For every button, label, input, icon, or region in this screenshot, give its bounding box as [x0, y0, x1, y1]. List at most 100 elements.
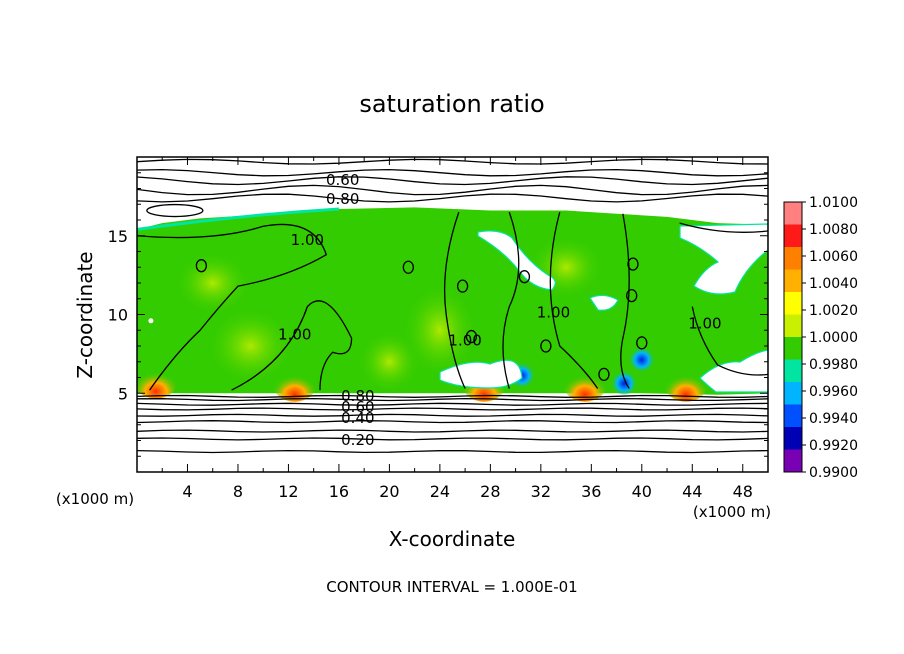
subsaturated-pocket: [679, 223, 768, 295]
contour-label: 0.80: [341, 387, 374, 405]
x-tick-label: 8: [233, 482, 243, 501]
colorbar-label: 1.0020: [809, 303, 858, 319]
contour-line: [626, 288, 638, 303]
colorbar-label: 0.9940: [809, 411, 858, 427]
contour-line: [598, 367, 610, 382]
contour-label: 1.00: [537, 303, 570, 321]
contour-label: 1.00: [291, 231, 324, 249]
contour-labels: 0.600.801.001.00 1.001.001.000.800.600.40…: [278, 171, 722, 449]
contour-label: 0.60: [341, 398, 374, 416]
supersaturation-patch: [402, 283, 478, 378]
contour-line: [137, 193, 768, 203]
contour-line: [627, 257, 639, 271]
contour-line: [137, 394, 768, 398]
x-tick-label: 44: [682, 482, 702, 501]
x-tick-label: 40: [632, 482, 652, 501]
contour-line: [137, 420, 768, 424]
contour-line: [518, 270, 531, 284]
contour-line: [231, 300, 353, 391]
high-ratio-spot: [272, 365, 317, 402]
y-axis-label: Z-coordinate: [73, 251, 97, 378]
contour-line: [691, 306, 768, 376]
colorbar-label: 1.0040: [809, 276, 858, 292]
contour-line: [456, 279, 469, 293]
contour-line: [402, 260, 414, 274]
chart-title: saturation ratio: [359, 90, 544, 118]
colorbar-label: 0.9920: [809, 438, 858, 454]
subsaturated-pocket: [148, 318, 154, 324]
contour-label: 1.00: [688, 314, 721, 332]
x-tick-label: 16: [329, 482, 349, 501]
colorbar: [783, 201, 803, 473]
contour-label: 1.00: [448, 332, 481, 350]
contour-line: [679, 222, 768, 233]
supersaturation-patch: [357, 330, 421, 394]
x-tick-label: 48: [733, 482, 753, 501]
y-unit-label: (x1000 m): [56, 490, 134, 508]
colorbar-labels: 1.0100 1.0080 1.0060 1.0040 1.0020 1.0000 0.99…: [802, 195, 858, 481]
axis-ticks: [137, 157, 768, 472]
contour-line: [195, 259, 208, 273]
contour-line: [137, 449, 768, 454]
subsaturated-pocket: [477, 230, 556, 291]
colorbar-label: 1.0100: [809, 195, 858, 211]
contour-line: [137, 176, 768, 186]
cloud-top-rim: [137, 207, 340, 231]
contour-line: [620, 213, 630, 389]
high-ratio-spot: [663, 365, 708, 402]
x-axis-label: X-coordinate: [389, 527, 516, 551]
y-tick-label: 5: [118, 384, 128, 403]
colorbar-swatch: [784, 247, 802, 270]
contour-interval-note: CONTOUR INTERVAL = 1.000E-01: [326, 578, 577, 596]
contour-line: [465, 329, 478, 344]
high-ratio-spot: [563, 365, 608, 402]
contour-label: 0.40: [341, 409, 374, 427]
colorbar-swatch: [784, 292, 802, 315]
colorbar-label: 0.9960: [809, 384, 858, 400]
contour-line: [137, 437, 768, 441]
colorbar-swatch: [784, 449, 802, 473]
y-tick-label: 10: [108, 306, 128, 325]
contour-label: 0.80: [326, 190, 359, 208]
supersaturation-patch: [528, 235, 604, 299]
contour-label: 1.00: [278, 325, 311, 343]
contour-line: [502, 211, 520, 389]
contour-lines: [137, 158, 768, 454]
colorbar-swatch: [784, 269, 802, 293]
contour-line: [137, 158, 768, 165]
high-ratio-spot: [137, 362, 178, 399]
low-ratio-spot: [627, 343, 656, 372]
contour-line: [137, 223, 328, 391]
colorbar-label: 1.0060: [809, 249, 858, 265]
contour-line: [137, 397, 768, 402]
x-tick-label: 24: [430, 482, 450, 501]
colorbar-swatch: [784, 224, 802, 248]
colorbar-swatch: [784, 404, 802, 428]
contour-line: [443, 211, 466, 389]
colorbar-swatch: [784, 202, 802, 225]
supersaturation-patch: [206, 306, 295, 386]
contour-label: 0.60: [326, 171, 359, 189]
contour-line: [540, 339, 552, 353]
supersaturation-patch: [174, 251, 251, 315]
x-tick-label: 20: [379, 482, 399, 501]
colorbar-swatch: [784, 337, 802, 360]
x-tick-label: 36: [581, 482, 601, 501]
x-tick-label: 12: [278, 482, 298, 501]
contour-line: [137, 168, 768, 177]
colorbar-label: 0.9980: [809, 357, 858, 373]
colorbar-swatch: [784, 427, 802, 450]
colorbar-swatch: [784, 359, 802, 383]
contour-line: [146, 203, 204, 218]
low-ratio-spot: [610, 366, 639, 395]
x-tick-label: 32: [531, 482, 551, 501]
contour-line: [137, 184, 768, 196]
contour-line: [137, 429, 768, 433]
subsaturated-pocket: [439, 359, 523, 389]
x-tick-label: 4: [182, 482, 192, 501]
contour-line: [137, 407, 768, 411]
colorbar-swatch: [784, 314, 802, 338]
colorbar-label: 1.0000: [809, 330, 858, 346]
x-unit-label: (x1000 m): [693, 503, 771, 521]
